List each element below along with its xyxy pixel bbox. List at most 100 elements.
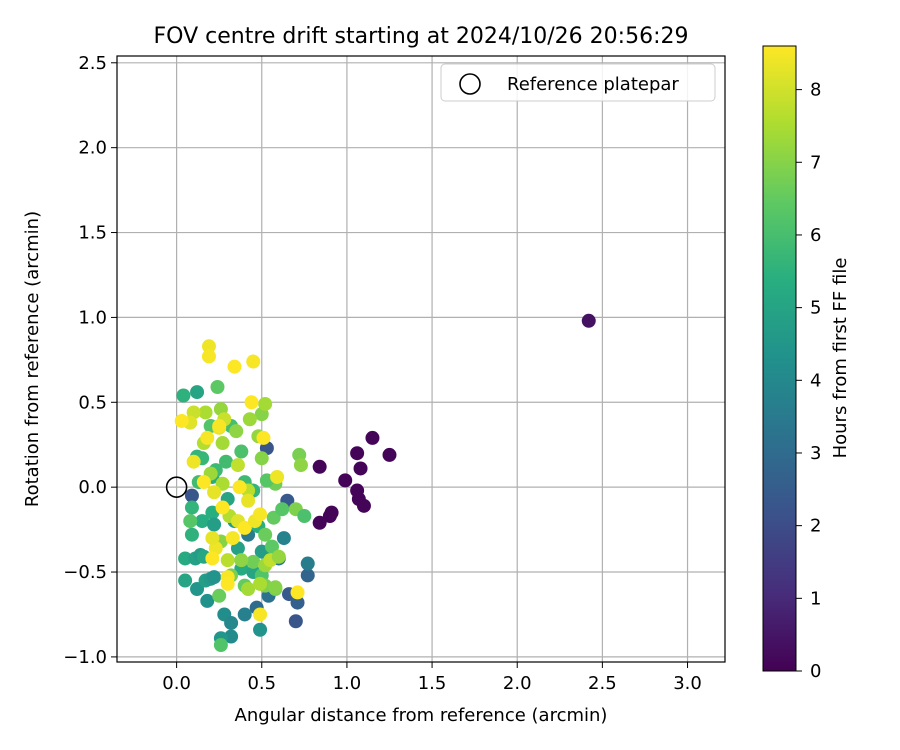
- scatter-point: [290, 595, 305, 610]
- scatter-point: [246, 354, 261, 369]
- legend-box: [440, 63, 716, 102]
- scatter-point: [253, 622, 268, 637]
- scatter-point: [258, 527, 273, 542]
- scatter-point: [207, 517, 222, 532]
- y-tick-label: 1.0: [78, 307, 107, 328]
- colorbar-tick-label: 7: [810, 152, 821, 173]
- scatter-point: [253, 576, 268, 591]
- scatter-point: [178, 551, 193, 566]
- scatter-point: [237, 607, 252, 622]
- y-axis-label: Rotation from reference (arcmin): [22, 211, 43, 507]
- scatter-point: [254, 451, 269, 466]
- reference-platepar-marker: [165, 476, 188, 498]
- scatter-point: [229, 424, 244, 439]
- scatter-point: [288, 614, 303, 629]
- grid-lines: [117, 56, 725, 662]
- scatter-point: [241, 582, 256, 597]
- x-tick-label: 0.0: [162, 673, 191, 694]
- scatter-point: [338, 473, 353, 488]
- colorbar-tick-label: 1: [810, 588, 821, 609]
- scatter-point: [201, 339, 216, 354]
- scatter-point: [246, 554, 261, 569]
- scatter-point: [275, 502, 290, 517]
- scatter-point: [271, 549, 286, 564]
- scatter-point: [176, 388, 191, 403]
- legend-entry-label: Reference platepar: [507, 74, 679, 95]
- colorbar-tick-label: 5: [810, 298, 821, 319]
- scatter-point: [382, 447, 397, 462]
- scatter-point: [205, 551, 220, 566]
- plot-frame: [116, 55, 726, 663]
- scatter-point: [198, 405, 213, 420]
- x-tick-label: 1.0: [333, 673, 362, 694]
- y-tick-label: 0.5: [78, 392, 107, 413]
- scatter-point: [256, 430, 271, 445]
- colorbar-tick-label: 8: [810, 80, 821, 101]
- colorbar-tick-label: 3: [810, 443, 821, 464]
- scatter-point: [253, 607, 268, 622]
- scatter-point: [178, 573, 193, 588]
- scatter-point: [241, 493, 256, 508]
- scatter-point: [186, 454, 201, 469]
- scatter-point: [224, 615, 239, 630]
- scatter-point: [353, 461, 368, 476]
- scatter-point: [184, 488, 199, 503]
- scatter-point: [234, 553, 249, 568]
- y-tick-label: 0.0: [78, 477, 107, 498]
- legend-reference-marker: [459, 73, 481, 95]
- scatter-point: [297, 509, 312, 524]
- scatter-point: [237, 520, 252, 535]
- scatter-point: [218, 454, 233, 469]
- scatter-point: [190, 582, 205, 597]
- scatter-point: [183, 514, 198, 529]
- scatter-point: [207, 485, 222, 500]
- scatter-point: [290, 585, 305, 600]
- scatter-point: [205, 531, 220, 546]
- scatter-point: [207, 570, 222, 585]
- scatter-point: [201, 349, 216, 364]
- scatter-point: [234, 444, 249, 459]
- scatter-point: [215, 476, 230, 491]
- scatter-point: [174, 413, 189, 428]
- scatter-point: [225, 531, 240, 546]
- scatter-point: [200, 430, 215, 445]
- x-tick-label: 0.5: [247, 673, 276, 694]
- scatter-points: [174, 313, 596, 653]
- y-axis-ticks: −1.0 −0.5 0.0 0.5 1.0 1.5 2.0 2.5: [63, 53, 117, 668]
- scatter-point: [312, 459, 327, 474]
- y-tick-label: 2.0: [78, 138, 107, 159]
- scatter-point: [264, 539, 279, 554]
- scatter-point: [350, 446, 365, 461]
- scatter-point: [242, 412, 257, 427]
- scatter-point: [196, 475, 211, 490]
- scatter-point: [258, 396, 273, 411]
- colorbar: 0 1 2 3 4 5 6 7 8 Hours from first FF file: [762, 45, 851, 682]
- scatter-point: [230, 458, 245, 473]
- scatter-point: [276, 531, 291, 546]
- scatter-point: [270, 469, 285, 484]
- x-tick-label: 3.0: [673, 673, 702, 694]
- x-axis-ticks: 0.0 0.5 1.0 1.5 2.0 2.5 3.0: [162, 662, 702, 694]
- x-tick-label: 2.5: [588, 673, 617, 694]
- chart-title: FOV centre drift starting at 2024/10/26 …: [154, 24, 689, 49]
- scatter-point: [365, 430, 380, 445]
- scatter-point: [268, 580, 283, 595]
- colorbar-label: Hours from first FF file: [830, 258, 851, 459]
- scatter-point: [300, 568, 315, 583]
- colorbar-gradient: [762, 45, 797, 672]
- scatter-point: [190, 385, 205, 400]
- scatter-point: [220, 576, 235, 591]
- x-tick-label: 2.0: [503, 673, 532, 694]
- scatter-point: [220, 553, 235, 568]
- y-tick-label: 2.5: [78, 53, 107, 74]
- y-tick-label: −1.0: [63, 647, 107, 668]
- y-tick-label: 1.5: [78, 223, 107, 244]
- scatter-point: [253, 507, 268, 522]
- scatter-point: [232, 480, 247, 495]
- scatter-point: [184, 500, 199, 515]
- scatter-point: [356, 498, 371, 513]
- scatter-point: [581, 313, 596, 328]
- scatter-point: [312, 515, 327, 530]
- x-axis-label: Angular distance from reference (arcmin): [235, 705, 608, 726]
- legend: Reference platepar: [440, 63, 716, 102]
